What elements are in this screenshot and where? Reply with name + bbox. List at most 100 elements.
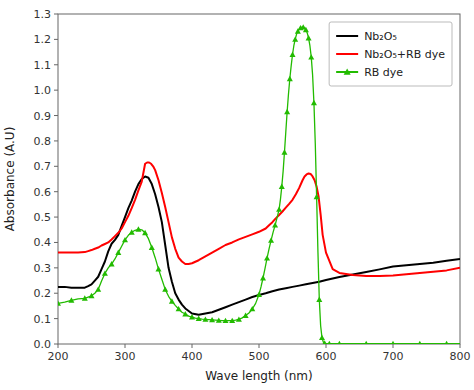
point xyxy=(229,318,235,323)
x-tick xyxy=(393,344,394,348)
point xyxy=(82,295,88,300)
point xyxy=(322,340,328,344)
page: {"chart_data": { "type": "line", "x_labe… xyxy=(0,0,474,390)
point xyxy=(336,341,342,344)
legend-swatch xyxy=(336,53,358,55)
point xyxy=(287,76,293,81)
point xyxy=(58,300,61,305)
point xyxy=(281,149,287,154)
point xyxy=(189,314,195,319)
point xyxy=(162,286,168,291)
point xyxy=(260,275,266,280)
y-tick xyxy=(54,344,58,345)
point xyxy=(316,297,322,302)
point xyxy=(308,54,314,59)
point xyxy=(272,222,278,227)
point xyxy=(276,206,282,211)
y-tick-label: 1.3 xyxy=(34,8,52,21)
x-tick-label: 300 xyxy=(115,350,136,363)
point xyxy=(156,266,162,271)
x-tick-label: 600 xyxy=(316,350,337,363)
point xyxy=(390,341,396,344)
point xyxy=(102,270,108,275)
plot-frame xyxy=(58,14,460,344)
y-tick xyxy=(54,217,58,218)
y-tick-label: 1.0 xyxy=(34,84,52,97)
series xyxy=(58,24,460,344)
x-tick xyxy=(192,344,193,348)
point xyxy=(149,245,155,250)
point xyxy=(129,229,135,234)
point xyxy=(109,261,115,266)
legend-item: Nb₂O₅ xyxy=(336,30,397,43)
point xyxy=(292,36,298,41)
chart: 2003004005006007008000.00.10.20.30.40.50… xyxy=(0,0,474,390)
y-tick xyxy=(54,242,58,243)
point xyxy=(314,194,320,199)
y-tick xyxy=(54,14,58,15)
x-tick-label: 500 xyxy=(249,350,270,363)
point xyxy=(290,52,296,57)
x-tick xyxy=(259,344,260,348)
point xyxy=(122,237,128,242)
axes: 2003004005006007008000.00.10.20.30.40.50… xyxy=(34,8,471,363)
x-tick xyxy=(58,344,59,348)
x-tick xyxy=(125,344,126,348)
point xyxy=(68,297,74,302)
point xyxy=(176,306,182,311)
point xyxy=(303,27,309,32)
point xyxy=(95,286,101,291)
point xyxy=(169,298,175,303)
series xyxy=(58,163,460,276)
y-tick xyxy=(54,166,58,167)
y-axis-label: Absorbance (A.U) xyxy=(3,127,17,232)
x-tick xyxy=(460,344,461,348)
point xyxy=(311,100,317,105)
legend-label: Nb₂O₅+RB dye xyxy=(364,48,445,61)
plot-area xyxy=(58,24,460,344)
y-tick-label: 0.1 xyxy=(34,313,52,326)
y-tick-label: 0.6 xyxy=(34,186,52,199)
y-tick-label: 0.3 xyxy=(34,262,52,275)
legend: Nb₂O₅ Nb₂O₅+RB dye RB dye xyxy=(329,22,452,86)
point xyxy=(216,317,222,322)
point xyxy=(142,230,148,235)
legend-label: Nb₂O₅ xyxy=(364,30,397,43)
x-tick-label: 800 xyxy=(450,350,471,363)
point xyxy=(243,313,249,318)
point xyxy=(284,109,290,114)
x-tick xyxy=(326,344,327,348)
series xyxy=(58,176,460,314)
point xyxy=(444,341,450,344)
y-tick xyxy=(54,293,58,294)
y-tick xyxy=(54,115,58,116)
point xyxy=(363,341,369,344)
y-tick xyxy=(54,140,58,141)
x-axis-label: Wave length (nm) xyxy=(205,369,312,383)
point xyxy=(209,317,215,322)
point xyxy=(115,250,121,255)
point xyxy=(223,318,229,323)
series-line xyxy=(58,163,460,276)
legend-box xyxy=(329,22,452,86)
y-tick-label: 0.4 xyxy=(34,236,52,249)
y-tick-label: 0.2 xyxy=(34,287,52,300)
point xyxy=(135,226,141,231)
y-tick-label: 0.8 xyxy=(34,135,52,148)
point xyxy=(196,316,202,321)
legend-label: RB dye xyxy=(364,66,403,79)
series-line xyxy=(58,27,460,344)
y-tick-label: 0.5 xyxy=(34,211,52,224)
point xyxy=(89,293,95,298)
point xyxy=(306,35,312,40)
legend-item: Nb₂O₅+RB dye xyxy=(336,48,445,61)
y-tick-label: 0.9 xyxy=(34,110,52,123)
series-line xyxy=(58,176,460,314)
y-tick-label: 1.2 xyxy=(34,33,52,46)
point xyxy=(279,184,285,189)
legend-swatch xyxy=(336,35,358,37)
point xyxy=(319,335,325,340)
y-tick xyxy=(54,318,58,319)
point xyxy=(256,292,262,297)
y-tick-label: 0.7 xyxy=(34,160,52,173)
